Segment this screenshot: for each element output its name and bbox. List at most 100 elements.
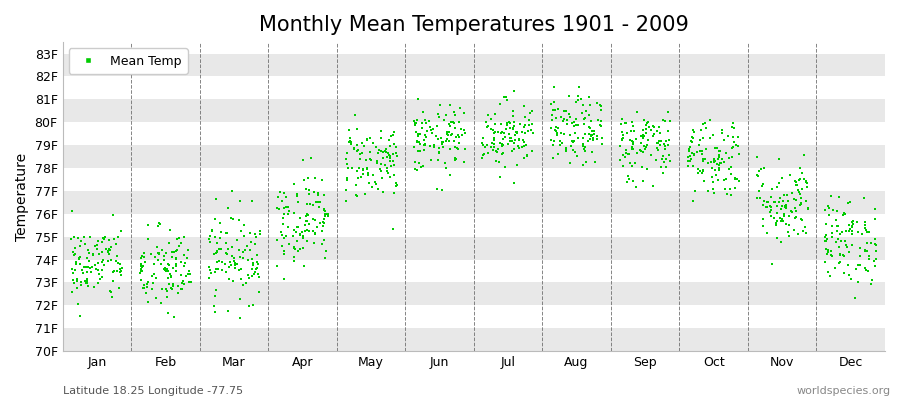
Point bbox=[629, 184, 643, 190]
Point bbox=[66, 269, 80, 276]
Point bbox=[425, 130, 439, 136]
Point bbox=[499, 134, 513, 140]
Point bbox=[291, 199, 305, 206]
Point bbox=[140, 281, 154, 287]
Point bbox=[524, 127, 538, 133]
Point bbox=[426, 126, 440, 133]
Point bbox=[383, 132, 398, 139]
Point bbox=[275, 232, 290, 238]
Point bbox=[236, 254, 250, 261]
Point bbox=[586, 134, 600, 141]
Point bbox=[818, 246, 832, 252]
Point bbox=[853, 253, 868, 259]
Point bbox=[575, 142, 590, 149]
Point bbox=[172, 243, 186, 249]
Point bbox=[226, 278, 240, 284]
Point bbox=[507, 140, 521, 146]
Point bbox=[94, 259, 109, 265]
Point bbox=[226, 255, 240, 262]
Point bbox=[571, 96, 585, 103]
Point bbox=[204, 226, 219, 233]
Point bbox=[680, 154, 695, 160]
Point bbox=[389, 144, 403, 150]
Point bbox=[385, 151, 400, 158]
Point bbox=[547, 138, 562, 144]
Point bbox=[277, 235, 292, 241]
Point bbox=[166, 249, 181, 256]
Point bbox=[858, 225, 872, 231]
Point bbox=[644, 152, 658, 159]
Point bbox=[690, 148, 705, 155]
Point bbox=[220, 308, 235, 314]
Point bbox=[80, 276, 94, 282]
Point bbox=[724, 192, 738, 198]
Point bbox=[838, 211, 852, 218]
Point bbox=[442, 129, 456, 135]
Point bbox=[101, 249, 115, 255]
Point bbox=[783, 172, 797, 178]
Point bbox=[617, 154, 632, 160]
Point bbox=[772, 180, 787, 186]
Point bbox=[868, 236, 882, 242]
Point bbox=[343, 138, 357, 144]
Point bbox=[522, 121, 536, 128]
Point bbox=[594, 134, 608, 141]
Point bbox=[770, 222, 784, 228]
Point bbox=[442, 121, 456, 127]
Point bbox=[839, 228, 853, 234]
Point bbox=[688, 150, 702, 157]
Point bbox=[756, 202, 770, 208]
Point bbox=[174, 272, 188, 279]
Point bbox=[242, 303, 256, 309]
Point bbox=[275, 198, 290, 204]
Point bbox=[840, 244, 854, 250]
Point bbox=[65, 266, 79, 272]
Point bbox=[798, 178, 813, 185]
Point bbox=[166, 282, 180, 289]
Point bbox=[508, 132, 523, 138]
Point bbox=[750, 195, 764, 201]
Point bbox=[868, 263, 882, 270]
Point bbox=[795, 185, 809, 192]
Point bbox=[168, 261, 183, 268]
Point bbox=[308, 231, 322, 238]
Point bbox=[234, 276, 248, 282]
Point bbox=[585, 128, 599, 134]
Point bbox=[721, 133, 735, 139]
Point bbox=[480, 123, 494, 130]
Point bbox=[228, 260, 242, 266]
Point bbox=[286, 254, 301, 260]
Point bbox=[844, 228, 859, 234]
Point bbox=[483, 144, 498, 150]
Point bbox=[575, 134, 590, 141]
Point bbox=[320, 211, 335, 218]
Point bbox=[710, 144, 724, 151]
Point bbox=[68, 250, 83, 257]
Point bbox=[282, 240, 296, 247]
Point bbox=[359, 166, 374, 172]
Point bbox=[446, 108, 461, 115]
Point bbox=[485, 140, 500, 146]
Point bbox=[845, 224, 859, 230]
Point bbox=[432, 145, 446, 151]
Point bbox=[650, 145, 664, 151]
Point bbox=[518, 103, 532, 110]
Point bbox=[844, 242, 859, 248]
Point bbox=[506, 113, 520, 119]
Point bbox=[436, 143, 450, 150]
Point bbox=[162, 280, 176, 287]
Point bbox=[626, 178, 640, 184]
Point bbox=[635, 132, 650, 139]
Point bbox=[220, 251, 235, 258]
Point bbox=[731, 143, 745, 149]
Point bbox=[276, 276, 291, 282]
Point bbox=[487, 129, 501, 136]
Point bbox=[493, 174, 508, 180]
Point bbox=[293, 231, 308, 238]
Point bbox=[153, 299, 167, 306]
Point bbox=[175, 280, 189, 286]
Point bbox=[694, 126, 708, 133]
Point bbox=[246, 262, 260, 269]
Point bbox=[79, 269, 94, 275]
Point bbox=[794, 200, 808, 206]
